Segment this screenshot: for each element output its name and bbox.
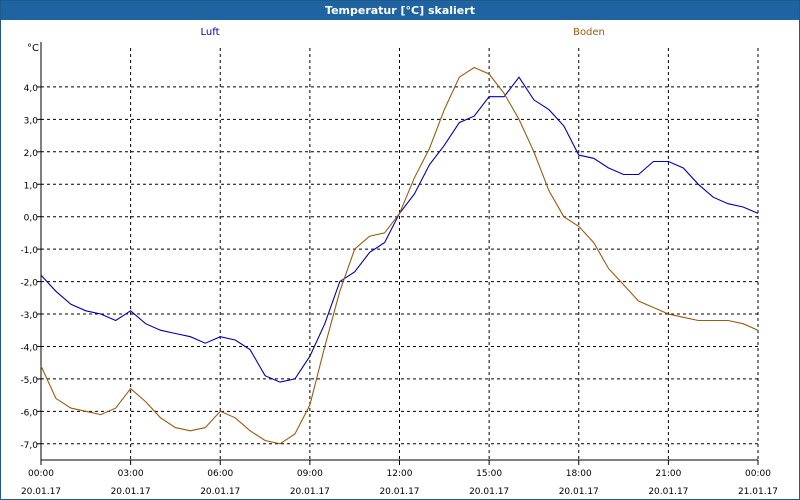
- y-tick-label: -5,0: [20, 376, 38, 386]
- x-tick-time-label: 03:00: [118, 469, 144, 479]
- y-tick-label: -4,0: [20, 343, 38, 353]
- y-tick-label: 4,0: [24, 84, 39, 94]
- x-tick-date-label: 20.01.17: [648, 487, 688, 497]
- x-tick-time-label: 00:00: [745, 469, 771, 479]
- y-tick-label: 0,0: [24, 214, 39, 224]
- x-tick-date-label: 20.01.17: [290, 487, 330, 497]
- x-tick-date-label: 21.01.17: [738, 487, 778, 497]
- y-axis-unit-label: °C: [27, 43, 39, 54]
- y-tick-label: -3,0: [20, 311, 38, 321]
- y-tick-label: 1,0: [24, 181, 39, 191]
- legend-entry-boden: Boden: [573, 27, 605, 38]
- temperature-line-chart: °C Luft Boden -7,0 -6,0 -5,0 -4,0 -3,0 -2,0 -1…: [20, 27, 778, 497]
- x-tick-date-label: 20.01.17: [21, 487, 61, 497]
- x-tick-time-label: 00:00: [28, 469, 54, 479]
- x-tick-time-label: 18:00: [566, 469, 592, 479]
- y-tick-label: -1,0: [20, 246, 38, 256]
- x-tick-time-label: 12:00: [387, 469, 413, 479]
- y-tick-label: -6,0: [20, 408, 38, 418]
- tick-labels: -7,0 -6,0 -5,0 -4,0 -3,0 -2,0 -1,0 0,0 1,0 2,0 3,0…: [20, 84, 778, 497]
- x-tick-time-label: 21:00: [655, 469, 681, 479]
- window-title: Temperatur [°C] skaliert: [1, 1, 799, 20]
- y-tick-label: -2,0: [20, 279, 38, 289]
- y-tick-label: 2,0: [24, 149, 39, 159]
- y-tick-label: -7,0: [20, 441, 38, 451]
- x-tick-date-label: 20.01.17: [379, 487, 419, 497]
- x-tick-date-label: 20.01.17: [200, 487, 240, 497]
- grid-lines: [41, 48, 759, 460]
- axes: [37, 42, 759, 465]
- series-lines: [40, 66, 759, 445]
- y-tick-label: 3,0: [24, 116, 39, 126]
- x-tick-time-label: 09:00: [297, 469, 323, 479]
- x-tick-date-label: 20.01.17: [111, 487, 151, 497]
- legend-entry-luft: Luft: [201, 27, 220, 38]
- x-tick-date-label: 20.01.17: [469, 487, 509, 497]
- x-tick-date-label: 20.01.17: [559, 487, 599, 497]
- x-tick-time-label: 15:00: [476, 469, 502, 479]
- x-tick-time-label: 06:00: [207, 469, 233, 479]
- series-line-boden: [40, 66, 759, 445]
